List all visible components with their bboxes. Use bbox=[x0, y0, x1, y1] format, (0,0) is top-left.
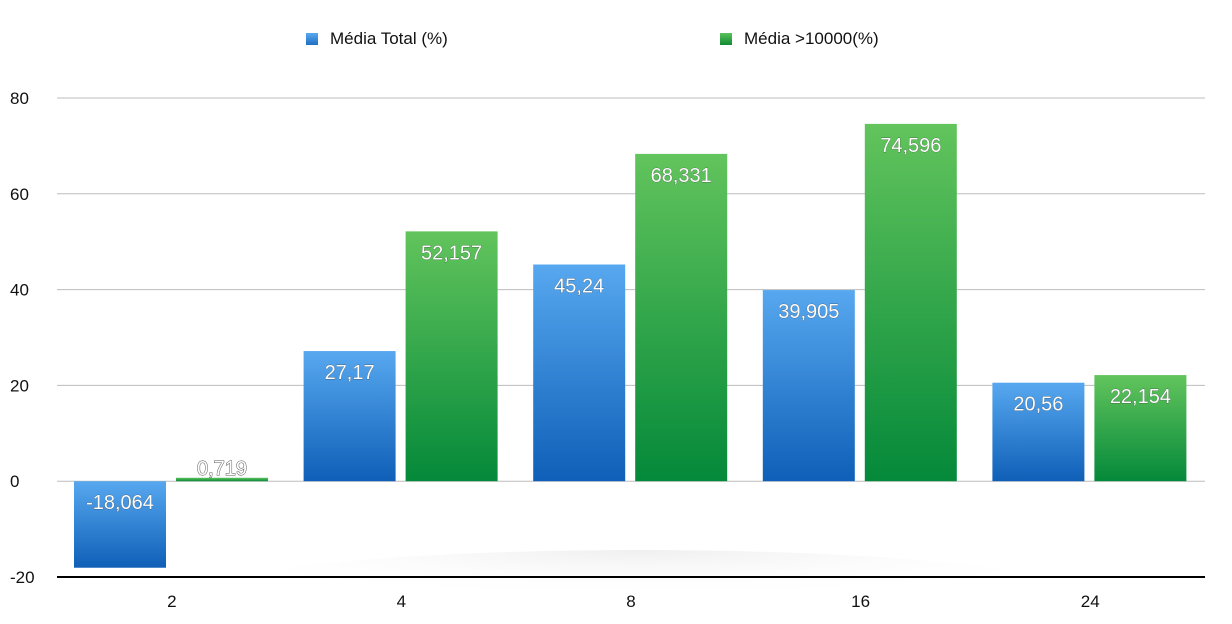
legend-item-media-total: Média Total (%) bbox=[306, 28, 448, 50]
data-label: 0,719 bbox=[197, 458, 247, 480]
bar-media-10000-4 bbox=[405, 231, 498, 482]
y-tick-label: 80 bbox=[10, 89, 29, 108]
legend-label-media-10000: Média >10000(%) bbox=[744, 29, 879, 48]
bar-media-total-4 bbox=[303, 351, 396, 482]
y-tick-label: -20 bbox=[10, 568, 35, 587]
legend-label-media-total: Média Total (%) bbox=[330, 29, 448, 48]
y-tick-label: 20 bbox=[10, 376, 29, 395]
data-label: 20,56 bbox=[1013, 394, 1063, 416]
floor-reflection bbox=[220, 550, 1060, 624]
legend-item-media-10000: Média >10000(%) bbox=[720, 28, 879, 50]
bar-media-total-2 bbox=[74, 481, 166, 568]
y-tick-label: 60 bbox=[10, 185, 29, 204]
data-label: 27,17 bbox=[325, 362, 375, 384]
bar-media-10000-8 bbox=[635, 153, 728, 482]
x-tick-label: 16 bbox=[851, 592, 870, 611]
bar-media-total-8 bbox=[533, 264, 626, 482]
x-tick-label: 2 bbox=[167, 592, 176, 611]
bar-media-total-16 bbox=[762, 290, 855, 482]
data-label: 39,905 bbox=[778, 301, 839, 323]
y-tick-label: 40 bbox=[10, 281, 29, 300]
bar-media-total-24 bbox=[992, 382, 1085, 482]
bar-media-10000-2 bbox=[176, 477, 268, 482]
data-label: 74,596 bbox=[880, 135, 941, 157]
legend-swatch-blue-icon bbox=[306, 33, 318, 45]
data-label: 52,157 bbox=[421, 242, 482, 264]
data-label: 22,154 bbox=[1110, 386, 1171, 408]
legend-swatch-green-icon bbox=[720, 33, 732, 45]
x-tick-label: 24 bbox=[1081, 592, 1100, 611]
y-tick-label: 0 bbox=[10, 472, 19, 491]
bar-media-10000-16 bbox=[864, 123, 957, 482]
x-tick-label: 4 bbox=[397, 592, 406, 611]
data-label: 45,24 bbox=[554, 276, 604, 298]
data-label: -18,064 bbox=[86, 492, 154, 514]
data-label: 68,331 bbox=[651, 165, 712, 187]
x-tick-label: 8 bbox=[626, 592, 635, 611]
bar-media-10000-24 bbox=[1094, 375, 1187, 482]
